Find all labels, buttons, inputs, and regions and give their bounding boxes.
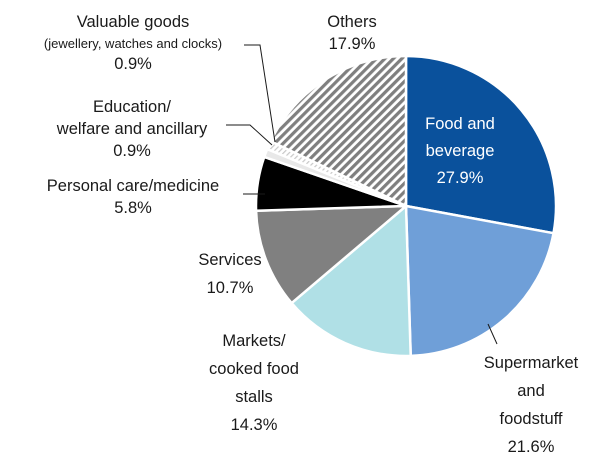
- leader-line: [244, 44, 276, 143]
- leader-line: [487, 323, 498, 345]
- slice-name-line: Markets/: [222, 332, 286, 350]
- slice-name-line: welfare and ancillary: [56, 120, 208, 138]
- slice-name-line: cooked food: [209, 360, 299, 378]
- slice-name-line: foodstuff: [500, 410, 563, 428]
- slice-name-line: and: [517, 382, 545, 400]
- slice-label: Markets/cooked food stalls 14.3%: [209, 332, 299, 434]
- slice-value-label: 21.6%: [508, 438, 555, 456]
- slice-label: Supermarket and foodstuff 21.6%: [484, 354, 579, 456]
- pie-slice: [404, 204, 555, 358]
- slice-value-label: 0.9%: [113, 142, 151, 160]
- slice-label: Education/welfare and ancillary 0.9%: [56, 98, 208, 160]
- slice-value-label: 5.8%: [114, 199, 152, 217]
- slice-name-line: beverage: [426, 142, 495, 160]
- slice-value-label: 0.9%: [114, 55, 152, 73]
- slice-name-line: Services: [198, 251, 261, 269]
- slice-name-line: Valuable goods: [77, 13, 190, 31]
- slice-value-label: 14.3%: [231, 416, 278, 434]
- pie-slice: [404, 54, 558, 235]
- pie-slice: [269, 54, 408, 208]
- leader-line: [226, 124, 273, 146]
- slice-name-line: (jewellery, watches and clocks): [44, 36, 222, 51]
- slice-name-line: Food and: [425, 115, 495, 133]
- slice-name-line: Supermarket: [484, 354, 579, 372]
- slice-label: Services 10.7%: [198, 251, 261, 297]
- slice-name-line: Personal care/medicine: [47, 177, 219, 195]
- slice-value-label: 27.9%: [437, 169, 484, 187]
- slice-label: Food and beverage 27.9%: [425, 115, 495, 187]
- slice-value-label: 17.9%: [329, 35, 376, 53]
- slice-name-line: Education/: [93, 98, 171, 116]
- slice-label: Others 17.9%: [327, 13, 377, 53]
- slice-value-label: 10.7%: [207, 279, 254, 297]
- slice-label: Valuable goods (jewellery, watches and cl…: [44, 13, 222, 73]
- pie-slice: [290, 204, 412, 358]
- slice-name-line: Others: [327, 13, 377, 31]
- pie-slice: [254, 204, 408, 305]
- slice-name-line: stalls: [235, 388, 273, 406]
- slice-label: Personal care/medicine 5.8%: [47, 177, 219, 217]
